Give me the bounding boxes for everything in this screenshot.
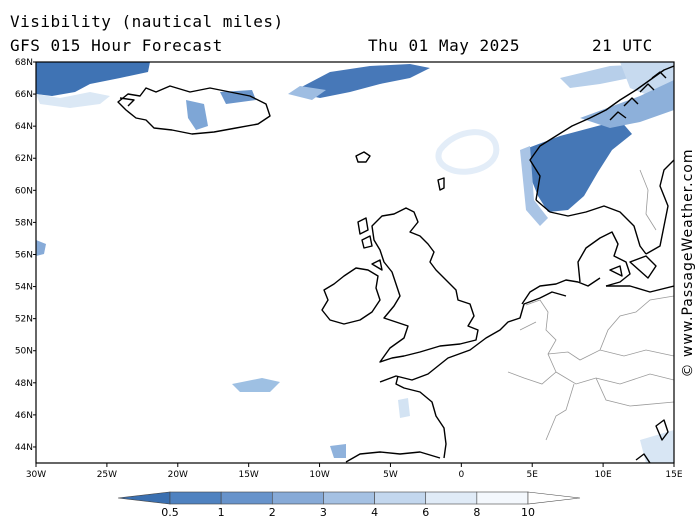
faroe-islands <box>355 151 371 163</box>
map-frame <box>35 61 675 464</box>
sweden-east-coast <box>645 159 674 255</box>
north-sea-coast <box>521 277 601 305</box>
coastlines <box>117 65 674 463</box>
x-tick-label: 15W <box>238 470 258 480</box>
colorbar-segment <box>169 491 222 505</box>
mid-visibility-patch <box>580 80 674 128</box>
low-visibility-patch <box>36 62 150 96</box>
colorbar-segment <box>271 491 324 505</box>
haze-ring <box>435 129 500 175</box>
valid-time: 21 UTC <box>592 36 653 55</box>
x-tick-label: 10E <box>595 470 612 480</box>
x-tick-label: 10W <box>309 470 329 480</box>
mid-visibility-patch <box>186 100 208 130</box>
colorbar-label: 4 <box>371 506 378 519</box>
x-tick-label: 5E <box>527 470 539 480</box>
iceland-coast <box>117 85 271 135</box>
colorbar-segment <box>476 491 529 505</box>
y-tick-label: 64N <box>15 122 33 132</box>
colorbar-label: 6 <box>422 506 429 519</box>
map-area <box>36 62 674 463</box>
danish-islands <box>609 255 657 279</box>
colorbar-segment <box>220 491 273 505</box>
colorbar-label: 3 <box>320 506 327 519</box>
x-tick-label: 5W <box>383 470 398 480</box>
y-tick-label: 52N <box>15 315 33 325</box>
low-visibility-patch <box>220 90 256 104</box>
credit-banner: © www.PassageWeather.com <box>678 62 698 463</box>
mid-visibility-patch <box>288 86 326 100</box>
mid-visibility-patch <box>36 240 46 256</box>
mid-visibility-patch <box>330 444 346 458</box>
forecast-subtitle: GFS 015 Hour Forecast <box>10 36 223 55</box>
colorbar-max-arrow <box>527 491 581 505</box>
colorbar-segment <box>425 491 478 505</box>
great-britain-coast <box>371 207 479 363</box>
visibility-shading <box>36 62 674 463</box>
latitude-axis: 68N 66N 64N 62N 60N 58N 56N 54N 52N 50N 48N 46N 44N <box>15 58 36 453</box>
haze-patch <box>398 398 410 418</box>
x-tick-label: 20W <box>168 470 188 480</box>
colorbar-label: 2 <box>269 506 276 519</box>
hebrides <box>357 217 383 271</box>
valid-date: Thu 01 May 2025 <box>368 36 520 55</box>
colorbar-label: 1 <box>218 506 225 519</box>
shetland <box>437 177 445 191</box>
channel-coast <box>379 291 567 383</box>
italy-coast <box>635 453 651 463</box>
y-tick-label: 48N <box>15 379 33 389</box>
low-visibility-patch <box>292 64 430 98</box>
y-tick-label: 50N <box>15 347 33 357</box>
x-tick-label: 0 <box>458 470 464 480</box>
mid-visibility-patch <box>520 146 548 226</box>
low-visibility-patch <box>528 120 632 212</box>
colorbar-segment <box>323 491 375 505</box>
colorbar-label: 10 <box>521 506 535 519</box>
colorbar-min-arrow <box>117 491 171 505</box>
x-tick-label: 30W <box>26 470 46 480</box>
iberia-north-coast <box>345 451 441 463</box>
biscay-coast <box>395 375 447 459</box>
y-tick-label: 60N <box>15 186 33 196</box>
iceland-westfjords <box>119 97 135 107</box>
visibility-colorbar: 0.5 1 2 3 4 6 8 10 <box>117 491 581 519</box>
mid-visibility-patch <box>232 378 280 392</box>
corsica <box>655 419 669 441</box>
y-tick-label: 62N <box>15 154 33 164</box>
baltic-south-coast <box>606 285 674 293</box>
haze-patch <box>36 92 110 108</box>
y-tick-label: 66N <box>15 90 33 100</box>
y-tick-label: 58N <box>15 218 33 228</box>
national-borders <box>507 169 674 441</box>
x-tick-label: 25W <box>97 470 117 480</box>
y-tick-label: 54N <box>15 283 33 293</box>
map-title: Visibility (nautical miles) <box>10 12 284 31</box>
longitude-axis: 30W 25W 20W 15W 10W 5W 0 5E 10E 15E <box>26 463 683 480</box>
y-tick-label: 46N <box>15 411 33 421</box>
skagerrak-coast <box>535 199 647 255</box>
norway-skerries <box>609 71 667 121</box>
norway-west-coast <box>529 65 674 201</box>
y-tick-label: 68N <box>15 58 33 68</box>
colorbar-label: 8 <box>473 506 480 519</box>
haze-patch <box>640 430 674 463</box>
x-tick-label: 15E <box>665 470 682 480</box>
ireland-coast <box>321 267 381 325</box>
credit-text: © www.PassageWeather.com <box>680 147 696 378</box>
colorbar-segment <box>374 491 427 505</box>
jutland-coast <box>577 231 631 287</box>
colorbar-label: 0.5 <box>161 506 179 519</box>
y-tick-label: 56N <box>15 250 33 260</box>
y-tick-label: 44N <box>15 443 33 453</box>
